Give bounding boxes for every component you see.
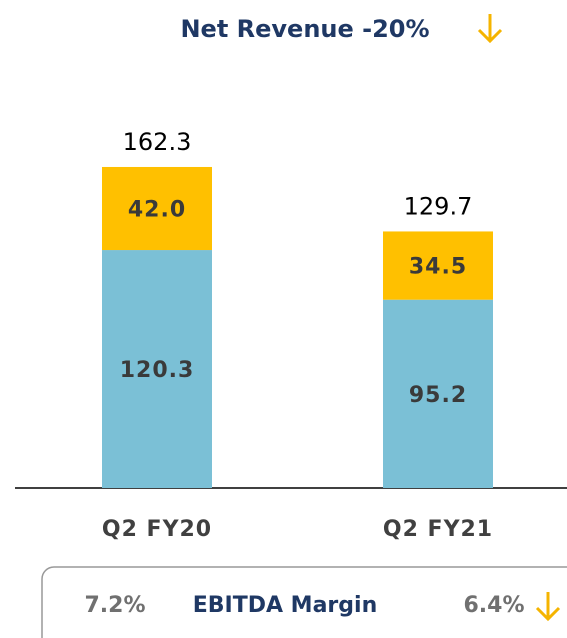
footer-right: 6.4% <box>463 593 524 618</box>
data-label: 95.2 <box>409 383 467 408</box>
chart-title: Net Revenue -20% <box>180 15 429 43</box>
total-label: 162.3 <box>123 128 192 156</box>
bar-segment <box>383 231 493 300</box>
down-arrow <box>535 592 561 622</box>
bar-segment <box>383 299 493 488</box>
bar-segment <box>102 250 212 488</box>
x-tick-label: Q2 FY20 <box>102 517 212 542</box>
footer-left: 7.2% <box>84 593 145 618</box>
data-label: 120.3 <box>120 358 195 383</box>
footer-box <box>41 566 567 638</box>
bar-segment <box>102 166 212 251</box>
down-arrow <box>477 14 503 44</box>
footer-label: EBITDA Margin <box>193 593 377 618</box>
x-tick-label: Q2 FY21 <box>383 517 493 542</box>
data-label: 34.5 <box>409 255 467 280</box>
total-label: 129.7 <box>404 192 473 220</box>
data-label: 42.0 <box>128 198 186 223</box>
